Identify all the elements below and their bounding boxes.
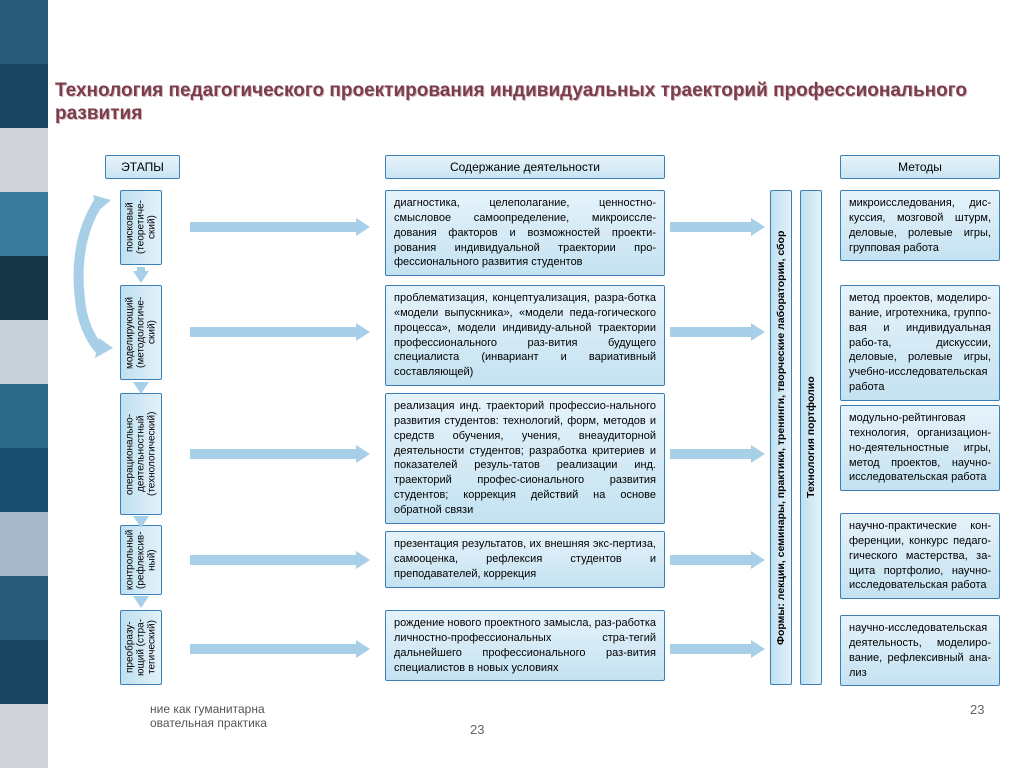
method-4: научно-практические кон-ференции, конкур… — [840, 513, 1000, 599]
arrow-right — [670, 640, 765, 658]
stripe — [0, 256, 48, 320]
page-number-lower: 23 — [470, 722, 484, 737]
arrow-right — [670, 323, 765, 341]
stripe — [0, 384, 48, 448]
stripe — [0, 448, 48, 512]
method-2: метод проектов, моделиро-вание, игротехн… — [840, 285, 1000, 401]
header-activity: Содержание деятельности — [385, 155, 665, 179]
stage-1: поисковый (теоретиче-ский) — [120, 190, 162, 265]
arrow-right — [190, 551, 370, 569]
arrow-right — [670, 445, 765, 463]
portfolio-label: Технология портфолио — [800, 190, 822, 685]
stripe — [0, 320, 48, 384]
arrow-right — [190, 640, 370, 658]
down-arrow — [133, 516, 149, 524]
stripe — [0, 0, 48, 64]
stage-4: контрольный (рефлексив-ный) — [120, 525, 162, 595]
activity-4: презентация результатов, их внешняя экс-… — [385, 531, 665, 588]
activity-1: диагностика, целеполагание, ценностно-см… — [385, 190, 665, 276]
stripe — [0, 192, 48, 256]
footer-fragment: ние как гуманитарна овательная практика — [150, 702, 267, 730]
stripe — [0, 128, 48, 192]
stripe — [0, 640, 48, 704]
header-methods: Методы — [840, 155, 1000, 179]
header-stages: ЭТАПЫ — [105, 155, 180, 179]
arrow-right — [190, 323, 370, 341]
arrow-right — [190, 218, 370, 236]
diagram-canvas: ЭТАПЫ Содержание деятельности Методы пои… — [55, 155, 1000, 715]
arrow-right — [670, 218, 765, 236]
down-arrow — [133, 382, 149, 392]
method-3: модульно-рейтинговая технология, организ… — [840, 405, 1000, 491]
method-1: микроисследования, дис-куссия, мозговой … — [840, 190, 1000, 261]
stripe — [0, 576, 48, 640]
stripe — [0, 64, 48, 128]
stripe — [0, 512, 48, 576]
decorative-sidebar — [0, 0, 48, 768]
forms-label: Формы: лекции, семинары, практики, трени… — [770, 190, 792, 685]
page-number-right: 23 — [970, 702, 984, 717]
down-arrow — [133, 596, 149, 608]
down-arrow — [133, 267, 149, 283]
stage-2: моделирующий (методологиче-ский) — [120, 285, 162, 380]
stripe — [0, 704, 48, 768]
activity-3: реализация инд. траекторий профессио-нал… — [385, 393, 665, 524]
activity-5: рождение нового проектного замысла, раз-… — [385, 610, 665, 681]
method-5: научно-исследовательская деятельность, м… — [840, 615, 1000, 686]
activity-2: проблематизация, концептуализация, разра… — [385, 285, 665, 386]
stage-3: операционально-деятельностный (технологи… — [120, 393, 162, 515]
slide-title: Технология педагогического проектировани… — [55, 80, 995, 126]
cycle-arrow — [65, 190, 115, 360]
arrow-right — [190, 445, 370, 463]
arrow-right — [670, 551, 765, 569]
stage-5: преобразу-ющий (стра-тегический) — [120, 610, 162, 685]
